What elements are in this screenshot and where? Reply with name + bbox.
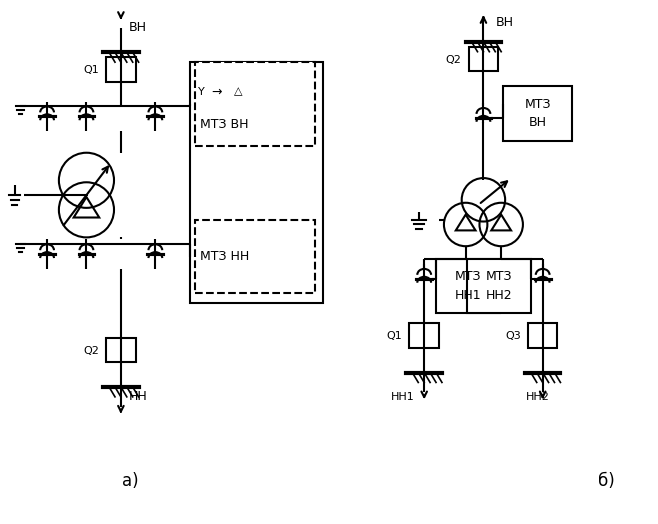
Text: ВН: ВН xyxy=(529,116,547,129)
Text: Q1: Q1 xyxy=(84,65,99,75)
Text: ВН: ВН xyxy=(129,21,147,34)
Text: Y: Y xyxy=(197,86,205,97)
Bar xyxy=(106,338,136,363)
Text: МТЗ: МТЗ xyxy=(455,270,482,283)
Text: ВН: ВН xyxy=(495,16,513,29)
Bar xyxy=(195,220,315,293)
Text: МТЗ ВН: МТЗ ВН xyxy=(200,118,249,130)
Text: →: → xyxy=(211,85,222,98)
Text: НН: НН xyxy=(129,390,147,403)
Text: НН1: НН1 xyxy=(391,392,415,402)
Bar xyxy=(503,86,572,140)
Text: Q3: Q3 xyxy=(505,331,521,341)
Text: а): а) xyxy=(122,472,139,489)
Bar xyxy=(190,62,322,303)
Text: △: △ xyxy=(234,86,243,97)
Text: МТЗ: МТЗ xyxy=(524,97,551,111)
Bar xyxy=(468,47,498,71)
Text: б): б) xyxy=(599,472,615,490)
Text: Q1: Q1 xyxy=(387,331,403,341)
Text: МТЗ: МТЗ xyxy=(486,270,512,283)
Text: НН2: НН2 xyxy=(486,289,512,302)
Bar xyxy=(467,259,531,313)
Text: НН1: НН1 xyxy=(455,289,482,302)
Bar xyxy=(528,323,557,348)
Bar xyxy=(106,57,136,82)
Text: МТЗ НН: МТЗ НН xyxy=(199,250,249,263)
Text: Q2: Q2 xyxy=(84,346,99,356)
Text: НН2: НН2 xyxy=(526,392,549,402)
Text: Q2: Q2 xyxy=(446,54,462,64)
Bar xyxy=(436,259,500,313)
Bar xyxy=(409,323,439,348)
Bar xyxy=(195,62,315,146)
